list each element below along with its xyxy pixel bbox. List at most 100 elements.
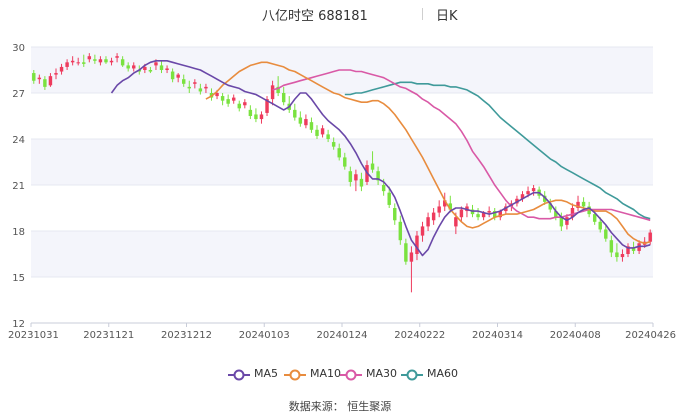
candle-body bbox=[154, 62, 158, 66]
candle-body bbox=[231, 97, 236, 101]
candle-up bbox=[98, 56, 103, 66]
candle-body bbox=[542, 195, 547, 202]
candle-body bbox=[320, 128, 325, 135]
candle-up bbox=[354, 169, 358, 192]
candle-down bbox=[476, 208, 480, 221]
candle-body bbox=[43, 79, 47, 87]
candle-body bbox=[520, 194, 525, 199]
x-tick-label: 20231031 bbox=[8, 330, 59, 341]
candle-body bbox=[343, 157, 347, 167]
candle-body bbox=[220, 96, 225, 101]
candle-body bbox=[454, 217, 458, 227]
candle-body bbox=[193, 82, 197, 84]
candle-body bbox=[243, 102, 247, 106]
candle-body bbox=[304, 119, 308, 126]
title-divider bbox=[422, 8, 423, 20]
candle-body bbox=[159, 65, 164, 70]
candle-down bbox=[376, 166, 380, 185]
candle-body bbox=[604, 229, 608, 239]
candle-up bbox=[320, 125, 325, 138]
candle-body bbox=[76, 62, 80, 64]
y-tick-label: 15 bbox=[12, 273, 25, 284]
candle-up bbox=[487, 206, 491, 218]
y-tick-label: 12 bbox=[12, 319, 25, 330]
candle-down bbox=[226, 94, 230, 107]
candle-up bbox=[431, 208, 436, 225]
candle-down bbox=[170, 68, 175, 83]
candle-body bbox=[126, 65, 130, 69]
candle-body bbox=[615, 252, 619, 258]
candle-body bbox=[493, 211, 497, 218]
candle-body bbox=[581, 201, 586, 207]
candle-body bbox=[337, 148, 341, 158]
candle-body bbox=[404, 243, 408, 262]
candle-body bbox=[59, 66, 64, 72]
legend-label: MA10 bbox=[310, 367, 342, 380]
ma30-line bbox=[272, 69, 651, 222]
candle-up bbox=[54, 68, 58, 80]
legend: MA5 MA10 MA30 MA60 bbox=[0, 366, 680, 384]
candle-body bbox=[259, 114, 264, 120]
candle-up bbox=[115, 53, 119, 63]
ma60-swatch-icon bbox=[401, 369, 423, 381]
candle-body bbox=[626, 246, 630, 254]
candle-body bbox=[554, 211, 558, 218]
x-tick-label: 20231212 bbox=[161, 330, 212, 341]
candle-down bbox=[398, 215, 403, 245]
candle-body bbox=[182, 79, 186, 84]
candle-body bbox=[215, 93, 219, 97]
candle-up bbox=[65, 59, 69, 70]
candle-body bbox=[576, 201, 580, 208]
candle-body bbox=[476, 214, 480, 218]
candle-up bbox=[165, 65, 169, 74]
candle-body bbox=[448, 203, 453, 210]
ma10-line bbox=[205, 61, 651, 245]
candle-body bbox=[420, 226, 425, 236]
candle-body bbox=[298, 117, 303, 124]
candle-body bbox=[254, 114, 258, 120]
candle-down bbox=[159, 60, 164, 74]
candle-body bbox=[620, 254, 625, 258]
candle-body bbox=[248, 109, 253, 116]
candle-up bbox=[409, 246, 414, 293]
candle-down bbox=[126, 62, 130, 72]
candle-body bbox=[370, 163, 375, 170]
candle-body bbox=[409, 252, 414, 262]
candle-body bbox=[65, 62, 69, 67]
candle-down bbox=[609, 235, 614, 258]
background-band bbox=[31, 231, 653, 277]
candle-up bbox=[415, 231, 419, 261]
candle-body bbox=[48, 76, 53, 86]
candle-body bbox=[115, 56, 119, 58]
candle-body bbox=[281, 93, 286, 103]
candle-up bbox=[204, 83, 208, 93]
candle-up bbox=[132, 62, 136, 72]
candle-up bbox=[576, 195, 580, 212]
candle-up bbox=[76, 57, 80, 66]
candle-body bbox=[237, 103, 241, 109]
candle-down bbox=[337, 143, 341, 161]
stock-name-code: 八亿时空 688181 bbox=[262, 9, 368, 24]
candle-body bbox=[359, 178, 364, 187]
candle-body bbox=[526, 191, 530, 195]
x-tick-label: 20231121 bbox=[83, 330, 134, 341]
candle-down bbox=[32, 70, 36, 84]
candle-body bbox=[431, 212, 436, 221]
candle-body bbox=[132, 65, 136, 69]
candle-body bbox=[437, 206, 441, 213]
candle-up bbox=[243, 99, 247, 109]
candle-down bbox=[370, 151, 375, 173]
y-tick-label: 24 bbox=[12, 135, 25, 146]
y-tick-label: 21 bbox=[12, 181, 25, 192]
candle-down bbox=[615, 243, 619, 262]
candle-down bbox=[43, 76, 47, 90]
candle-down bbox=[343, 152, 347, 170]
candle-body bbox=[348, 171, 353, 182]
candle-down bbox=[298, 111, 303, 127]
candle-down bbox=[187, 80, 191, 93]
candle-down bbox=[237, 100, 241, 112]
candle-body bbox=[70, 60, 75, 63]
candle-body bbox=[498, 211, 502, 218]
candle-body bbox=[87, 56, 92, 60]
